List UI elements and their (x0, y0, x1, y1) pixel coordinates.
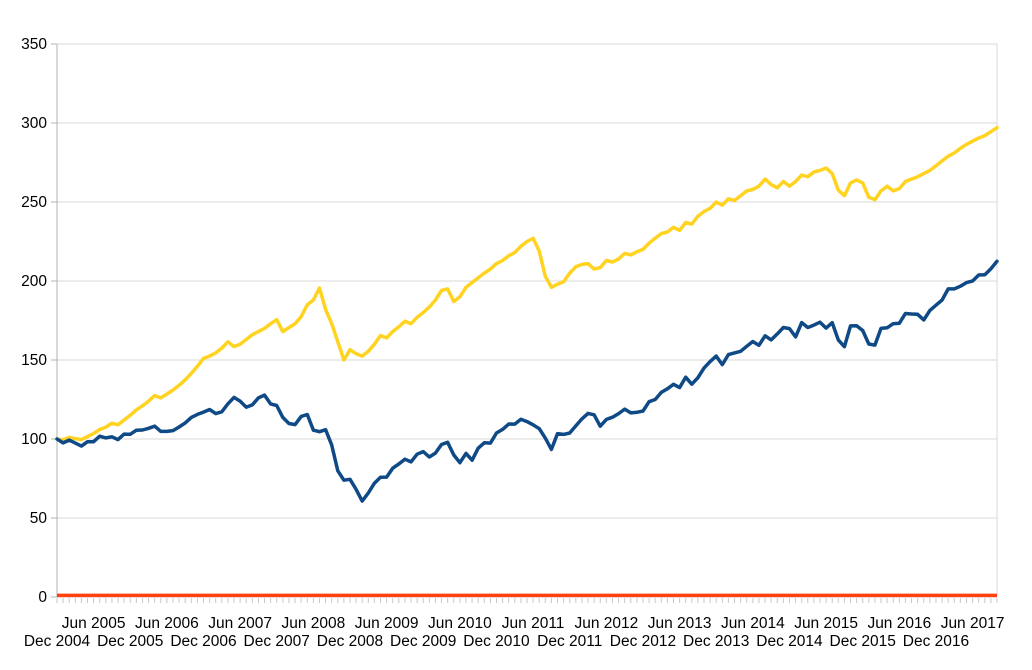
x-axis-label-Dec-2005: Dec 2005 (97, 633, 163, 650)
axis-lines (56, 44, 998, 597)
x-axis-label-Dec-2013: Dec 2013 (683, 633, 749, 650)
y-axis-tick-marks (51, 43, 57, 598)
x-axis-label-Jun-2010: Jun 2010 (428, 615, 492, 632)
y-axis-label-50: 50 (30, 510, 48, 527)
dark-blue-line (55, 259, 999, 503)
x-axis-label-Jun-2016: Jun 2016 (867, 615, 931, 632)
x-axis-label-Jun-2013: Jun 2013 (648, 615, 712, 632)
series-dark-blue-line (55, 259, 999, 503)
x-axis-label-Dec-2016: Dec 2016 (903, 633, 969, 650)
y-axis-label-250: 250 (21, 194, 47, 211)
x-axis-label-Dec-2008: Dec 2008 (317, 633, 383, 650)
x-axis-label-Jun-2009: Jun 2009 (355, 615, 419, 632)
x-axis-label-Jun-2011: Jun 2011 (502, 615, 565, 632)
y-axis-label-300: 300 (21, 115, 47, 132)
y-axis-label-350: 350 (21, 36, 47, 53)
x-axis-label-Jun-2006: Jun 2006 (135, 615, 199, 632)
x-axis-label-Jun-2014: Jun 2014 (721, 615, 785, 632)
x-axis-label-Jun-2007: Jun 2007 (208, 615, 272, 632)
x-axis-label-Jun-2015: Jun 2015 (794, 615, 858, 632)
x-axis-label-Dec-2015: Dec 2015 (830, 633, 896, 650)
x-axis-label-Dec-2010: Dec 2010 (463, 633, 530, 650)
x-axis-label-Jun-2005: Jun 2005 (62, 615, 126, 632)
yellow-line (55, 125, 999, 442)
x-axis-label-Jun-2008: Jun 2008 (281, 615, 345, 632)
x-axis-labels-dec-row: Dec 2004 Dec 2005 Dec 2006 Dec 2007 Dec 2008… (24, 633, 969, 650)
y-axis-label-100: 100 (21, 431, 47, 448)
x-axis-label-Jun-2017: Jun 2017 (941, 615, 1005, 632)
x-axis-label-Dec-2012: Dec 2012 (610, 633, 676, 650)
x-axis-labels-jun-row: Jun 2005 Jun 2006 Jun 2007 Jun 2008 Jun 2009… (62, 615, 1005, 632)
y-axis-label-150: 150 (21, 352, 47, 369)
y-axis-labels: 0 50 100 150 200 250 300 350 (21, 36, 47, 606)
x-axis-label-Dec-2006: Dec 2006 (170, 633, 236, 650)
x-axis-label-Dec-2014: Dec 2014 (756, 633, 823, 650)
y-axis-label-200: 200 (21, 273, 47, 290)
x-axis-tick-marks (56, 598, 998, 603)
x-axis-label-Dec-2007: Dec 2007 (244, 633, 310, 650)
series-yellow-line (55, 125, 999, 442)
x-axis-label-Jun-2012: Jun 2012 (574, 615, 638, 632)
x-axis-label-Dec-2009: Dec 2009 (390, 633, 456, 650)
x-axis-label-Dec-2004: Dec 2004 (24, 633, 91, 650)
x-axis-label-Dec-2011: Dec 2011 (537, 633, 602, 650)
y-gridlines (57, 43, 997, 598)
y-axis-label-0: 0 (38, 589, 47, 606)
